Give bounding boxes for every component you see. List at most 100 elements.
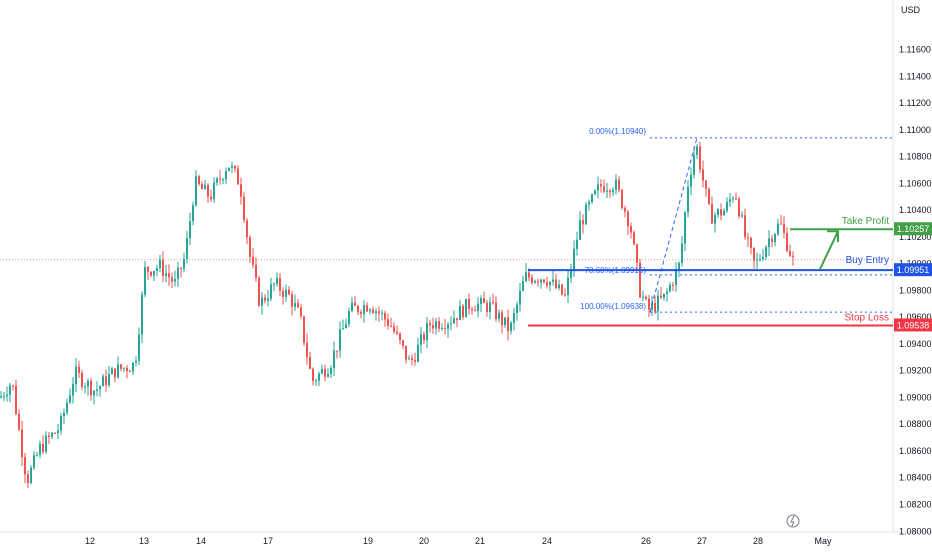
- candle-body: [399, 333, 401, 341]
- candle-body: [678, 262, 680, 270]
- candle-body: [381, 313, 383, 315]
- candle-body: [507, 317, 509, 332]
- buy-entry-label: Buy Entry: [846, 255, 889, 266]
- time-tick-label: 28: [753, 536, 763, 546]
- candle-body: [474, 310, 476, 312]
- candle-body: [372, 309, 374, 314]
- candle-body: [582, 220, 584, 225]
- candle-body: [171, 277, 173, 282]
- candle-body: [543, 279, 545, 283]
- candle-body: [597, 184, 599, 191]
- candle-body: [657, 295, 659, 312]
- candle-body: [87, 380, 89, 387]
- candle-body: [666, 291, 668, 294]
- candle-body: [684, 212, 686, 244]
- candle-body: [645, 296, 647, 299]
- candle-body: [366, 305, 368, 312]
- candle-body: [78, 366, 80, 373]
- candle-body: [54, 432, 56, 434]
- candle-body: [654, 303, 656, 312]
- candle-body: [192, 205, 194, 222]
- candle-body: [621, 189, 623, 209]
- candle-body: [135, 360, 137, 363]
- candle-body: [225, 170, 227, 180]
- candle-body: [234, 166, 236, 169]
- candle-body: [447, 324, 449, 329]
- candle-body: [717, 209, 719, 216]
- candle-body: [516, 304, 518, 313]
- candle-body: [273, 283, 275, 285]
- price-tick-label: 1.09200: [899, 366, 932, 376]
- candle-body: [585, 204, 587, 225]
- time-tick-label: 19: [363, 536, 373, 546]
- candle-body: [738, 198, 740, 217]
- candle-body: [699, 146, 701, 170]
- price-tick-label: 1.09400: [899, 339, 932, 349]
- candle-body: [423, 334, 425, 341]
- candle-body: [669, 284, 671, 292]
- candle-body: [633, 232, 635, 245]
- candle-body: [498, 312, 500, 319]
- candle-body: [237, 168, 239, 185]
- candle-body: [441, 328, 443, 330]
- candle-body: [648, 298, 650, 310]
- price-tick-label: 1.08800: [899, 419, 932, 429]
- candle-body: [321, 369, 323, 374]
- candle-body: [750, 237, 752, 248]
- candle-body: [174, 279, 176, 282]
- candle-body: [504, 317, 506, 325]
- candle-body: [465, 298, 467, 318]
- candle-body: [222, 179, 224, 181]
- candle-body: [6, 394, 8, 397]
- target-arrow-line: [819, 230, 839, 270]
- candle-body: [519, 290, 521, 305]
- candle-body: [159, 259, 161, 269]
- price-tick-label: 1.09800: [899, 285, 932, 295]
- candle-body: [453, 318, 455, 324]
- candle-body: [540, 279, 542, 283]
- candle-body: [576, 239, 578, 249]
- candle-body: [42, 443, 44, 452]
- candle-body: [501, 312, 503, 325]
- candle-body: [363, 305, 365, 314]
- candle-body: [471, 308, 473, 311]
- candle-body: [555, 279, 557, 289]
- candle-body: [579, 220, 581, 240]
- time-tick-label: 24: [542, 536, 552, 546]
- candle-body: [198, 176, 200, 185]
- candle-body: [375, 311, 377, 314]
- candle-body: [435, 321, 437, 329]
- candle-body: [246, 220, 248, 238]
- candle-body: [450, 323, 452, 325]
- candle-body: [27, 474, 29, 483]
- candle-body: [513, 312, 515, 323]
- candle-body: [15, 385, 17, 414]
- candle-body: [417, 344, 419, 362]
- candle-body: [426, 323, 428, 341]
- candle-body: [183, 258, 185, 269]
- candle-body: [630, 226, 632, 233]
- buy-entry-badge: [894, 263, 932, 277]
- candle-body: [57, 430, 59, 434]
- candle-body: [420, 334, 422, 345]
- candle-body: [147, 266, 149, 272]
- candle-body: [384, 313, 386, 320]
- candle-body: [390, 325, 392, 327]
- candle-body: [771, 238, 773, 243]
- candle-body: [9, 385, 11, 395]
- candle-body: [180, 267, 182, 269]
- candle-body: [165, 273, 167, 276]
- candle-body: [231, 166, 233, 168]
- candle-body: [0, 396, 2, 398]
- candle-body: [714, 215, 716, 224]
- candle-body: [510, 322, 512, 332]
- candle-body: [429, 323, 431, 326]
- candle-body: [591, 194, 593, 203]
- candle-body: [627, 211, 629, 227]
- candle-body: [402, 340, 404, 346]
- candle-body: [432, 325, 434, 329]
- candle-body: [66, 402, 68, 413]
